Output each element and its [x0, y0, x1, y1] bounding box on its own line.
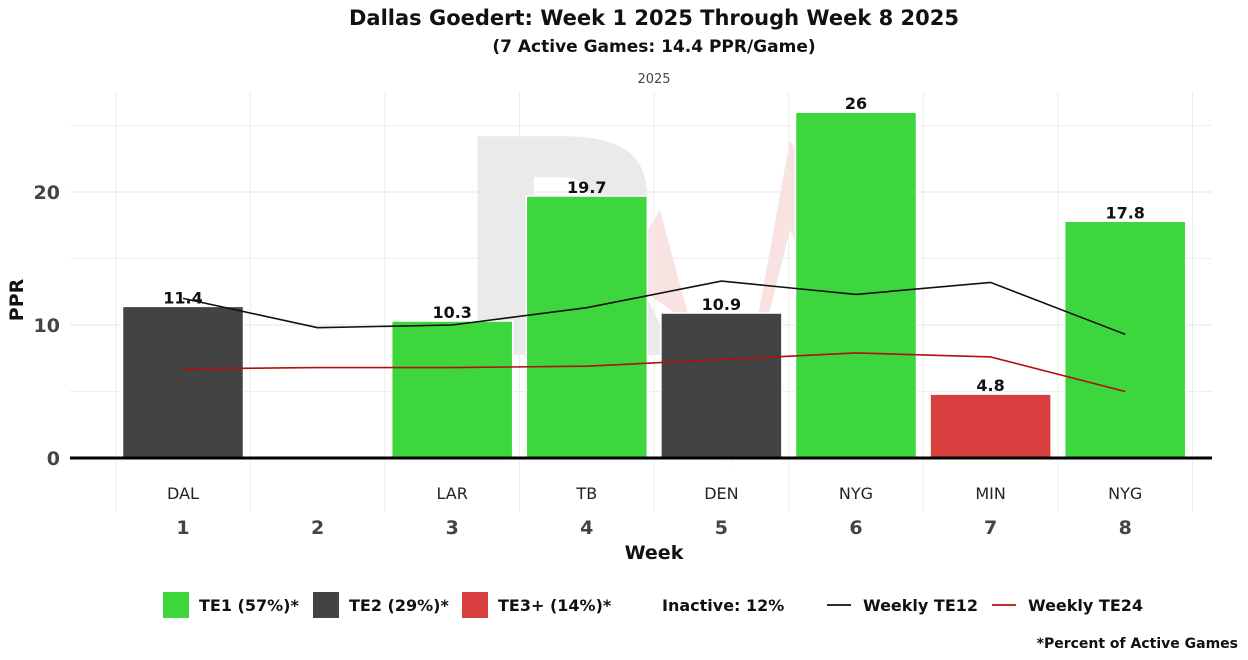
facet-label: 2025 [637, 72, 670, 87]
y-axis-label: PPR [6, 278, 28, 321]
bar-week-3 [390, 320, 514, 459]
x-tick-label: 4 [580, 517, 593, 539]
bar-value-label: 10.3 [432, 303, 471, 322]
opponent-label: DAL [167, 484, 199, 503]
bar-value-label: 11.4 [163, 288, 202, 307]
opponent-label: DEN [704, 484, 738, 503]
bar-week-5 [660, 312, 783, 459]
chart-subtitle: (7 Active Games: 14.4 PPR/Game) [492, 37, 815, 57]
legend-swatch [313, 592, 339, 618]
series-line-te12 [182, 280, 1126, 336]
opponent-label: NYG [839, 484, 873, 503]
legend-swatch [462, 592, 488, 618]
x-tick-label: 5 [715, 517, 728, 539]
opponent-label: MIN [975, 484, 1006, 503]
legend-item-label: TE3+ (14%)* [498, 596, 612, 615]
x-tick-label: 3 [446, 517, 459, 539]
legend-item-label: TE1 (57%)* [199, 596, 299, 615]
bar-value-labels: 11.4 10.3 19.7 10.9 26 4.8 17.8 [163, 94, 1145, 395]
y-axis-ticks: 0 10 20 [34, 182, 60, 470]
x-tick-label: 2 [311, 517, 324, 539]
footnote: *Percent of Active Games [1037, 636, 1238, 652]
bar-week-7 [929, 393, 1052, 459]
grid-lines [70, 92, 1212, 512]
x-axis-ticks: DAL 1 2 LAR 3 TB 4 DEN 5 NYG 6 MIN 7 NYG 8 [167, 484, 1142, 539]
y-tick-label: 20 [34, 182, 60, 204]
opponent-label: NYG [1108, 484, 1142, 503]
legend-item-label: Weekly TE12 [863, 596, 978, 615]
series-lines [182, 280, 1126, 393]
bar-week-1 [121, 305, 245, 459]
series-line-te24 [182, 352, 1126, 393]
legend-item-label: Weekly TE24 [1028, 596, 1143, 615]
legend-item-label: TE2 (29%)* [349, 596, 449, 615]
legend-item-label: Inactive: 12% [662, 596, 784, 615]
legend-swatch [163, 592, 189, 618]
opponent-label: LAR [437, 484, 468, 503]
bar-value-label: 4.8 [976, 376, 1004, 395]
bar-week-6 [794, 111, 918, 459]
y-tick-label: 10 [34, 315, 60, 337]
x-tick-label: 7 [984, 517, 997, 539]
bar-value-label: 19.7 [567, 178, 606, 197]
x-tick-label: 1 [176, 517, 189, 539]
bar-week-4 [525, 195, 649, 459]
bar-week-8 [1063, 220, 1187, 459]
bar-value-label: 17.8 [1105, 203, 1144, 222]
x-axis-label: Week [625, 542, 684, 564]
x-tick-label: 6 [849, 517, 862, 539]
bar-value-label: 26 [845, 94, 867, 113]
chart-title: Dallas Goedert: Week 1 2025 Through Week… [349, 6, 959, 30]
bars [121, 111, 1187, 459]
y-tick-label: 0 [47, 448, 60, 470]
bar-value-label: 10.9 [702, 295, 741, 314]
x-tick-label: 8 [1119, 517, 1132, 539]
legend: TE1 (57%)* TE2 (29%)* TE3+ (14%)* Inactive:… [163, 592, 1143, 618]
opponent-label: TB [575, 484, 597, 503]
